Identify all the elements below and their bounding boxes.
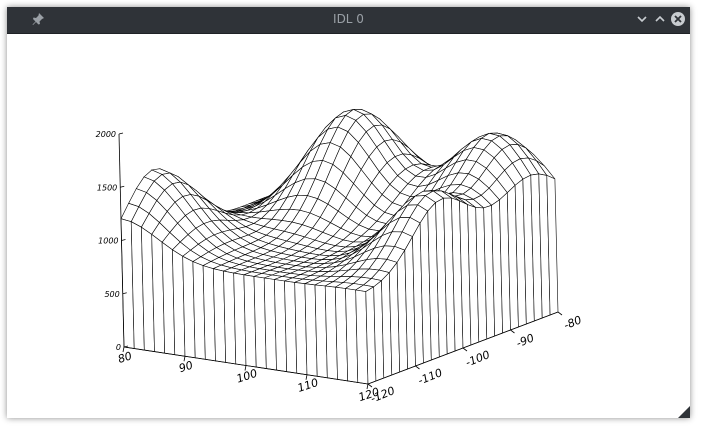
x-tick: [122, 346, 125, 353]
plot-canvas: 0 500 1000 1500 2000 80 90 100 110 120 -120 -110 -10…: [7, 34, 690, 418]
z-tick: [120, 185, 125, 188]
y-tick: [415, 365, 420, 370]
x-tick-label: 120: [357, 385, 381, 404]
x-tick-label: 80: [116, 349, 133, 366]
title-bar[interactable]: IDL 0: [7, 7, 690, 34]
z-tick-label: 500: [104, 290, 119, 299]
x-tick: [183, 356, 186, 362]
z-tick: [122, 292, 127, 295]
x-tick: [244, 365, 247, 371]
z-tick-label: 1000: [98, 237, 118, 246]
resize-grip[interactable]: [678, 406, 690, 418]
y-tick: [367, 383, 373, 388]
y-tick-label: -110: [416, 366, 444, 387]
x-tick-label: 110: [296, 376, 320, 395]
window-title: IDL 0: [333, 12, 364, 26]
z-tick-label: 0: [116, 343, 121, 352]
z-tick-label: 2000: [96, 130, 116, 139]
y-tick-label: -80: [562, 313, 584, 332]
idl-window: IDL 0 0 500 1000 1500 2000 80 90 100 110 120 -120-…: [7, 7, 690, 418]
y-tick: [462, 347, 468, 352]
z-tick: [121, 239, 126, 241]
pin-icon[interactable]: [31, 12, 45, 26]
maximize-button[interactable]: [652, 11, 668, 27]
x-tick: [366, 383, 369, 390]
minimize-button[interactable]: [634, 11, 650, 27]
x-tick-label: 100: [235, 367, 259, 386]
z-tick-label: 1500: [97, 183, 117, 192]
x-tick-label: 90: [177, 359, 194, 376]
y-tick-label: -90: [514, 331, 536, 350]
y-tick: [557, 311, 563, 316]
y-tick: [510, 329, 515, 334]
z-tick: [118, 132, 124, 135]
close-button[interactable]: [670, 11, 686, 27]
y-tick-label: -100: [464, 348, 492, 369]
x-tick: [305, 374, 308, 380]
